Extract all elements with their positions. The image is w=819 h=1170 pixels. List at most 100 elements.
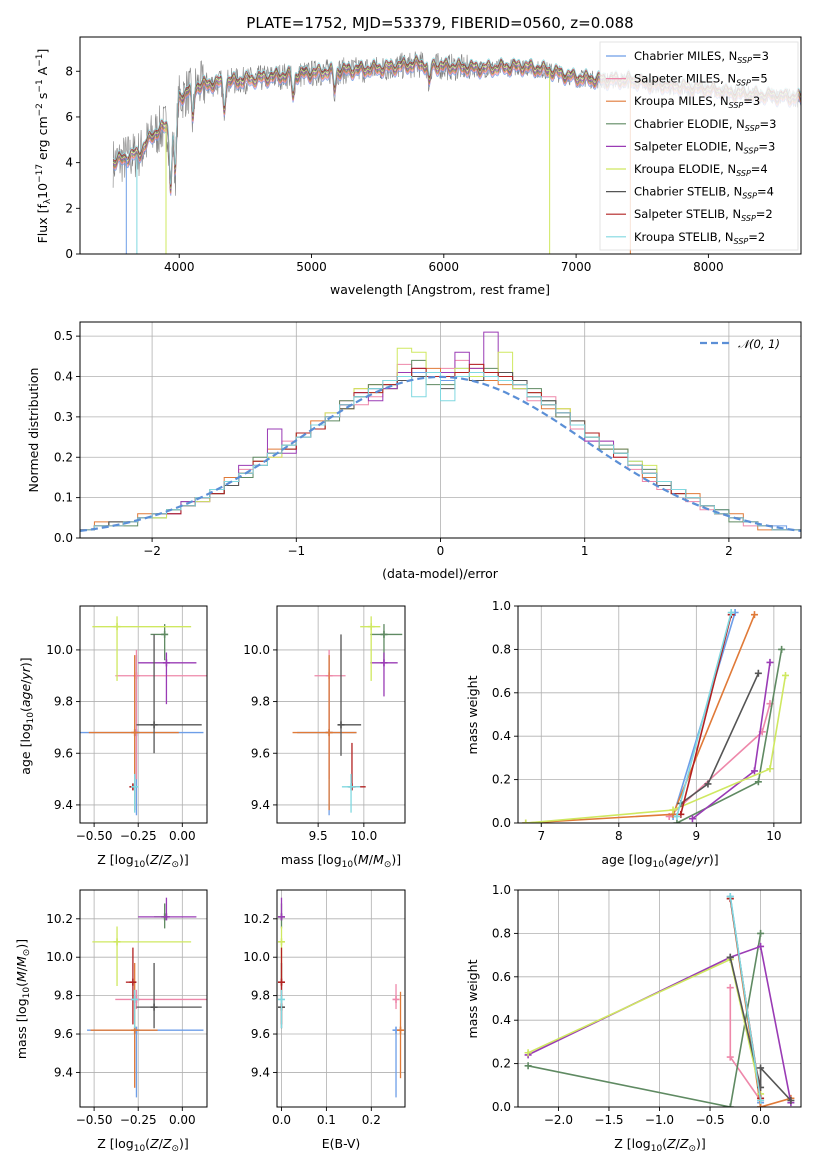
data-point — [325, 729, 333, 737]
legend-subscript: SSP — [729, 101, 744, 110]
weight-point — [727, 609, 735, 617]
y-tick-label: 0.5 — [54, 329, 73, 343]
spectrum-title: PLATE=1752, MJD=53379, FIBERID=0560, z=0… — [246, 14, 633, 32]
weight-age-xlabel: age [log10(age/yr)] — [601, 852, 718, 870]
weight-point — [787, 1096, 795, 1104]
axes-frame — [79, 889, 208, 1108]
weight-series — [525, 675, 787, 823]
y-tick-label: 10.0 — [46, 950, 73, 964]
legend-label: Kroupa ELODIE, NSSP=4 — [634, 162, 768, 178]
legend-value: =4 — [751, 162, 768, 176]
y-tick-label: 1.0 — [492, 883, 511, 897]
data-point — [129, 978, 137, 986]
x-tick-label: 5000 — [296, 260, 327, 274]
y-tick-label: 1.0 — [492, 599, 511, 613]
x-tick-label: −0.25 — [120, 829, 157, 843]
plot-area — [80, 616, 207, 816]
y-tick-label: 10.2 — [243, 912, 270, 926]
weight-point — [726, 984, 734, 992]
weight-point — [757, 929, 765, 937]
legend-subscript: SSP — [736, 169, 751, 178]
data-point — [162, 913, 170, 921]
data-point — [131, 729, 139, 737]
axes-frame — [276, 889, 406, 1108]
axes-frame — [276, 605, 406, 824]
legend-value: =3 — [758, 139, 775, 153]
weight-point — [757, 1064, 765, 1072]
legend-subscript: SSP — [745, 124, 760, 133]
x-tick-label: −2.0 — [544, 1113, 573, 1127]
x-tick-label: 7 — [537, 829, 545, 843]
y-tick-label: 0.8 — [492, 926, 511, 940]
axes-frame — [79, 36, 802, 255]
x-tick-label: 10 — [766, 829, 781, 843]
x-tick-label: 9 — [693, 829, 701, 843]
x-tick-label: −1.5 — [594, 1113, 623, 1127]
y-tick-label: 9.8 — [251, 695, 270, 709]
x-tick-label: 0.1 — [317, 1113, 336, 1127]
plot-area — [277, 897, 405, 1098]
normal-distribution-curve — [80, 375, 801, 532]
legend-subscript: SSP — [737, 56, 752, 65]
mass-ebv-xlabel: E(B-V) — [322, 1136, 361, 1151]
y-tick-label: 0 — [65, 247, 73, 261]
age-mass-xlabel: mass [log10(M/M⊙)] — [281, 852, 401, 870]
x-tick-label: 0.00 — [169, 1113, 196, 1127]
mass-vs-ebv-plot: 0.0 0.1 0.2 9.4 9.6 9.8 10.0 10.2 — [243, 889, 406, 1127]
y-tick-label: 0.2 — [54, 450, 73, 464]
x-tick-label: 0.00 — [169, 829, 196, 843]
x-tick-label: 6000 — [429, 260, 460, 274]
y-tick-label: 9.8 — [54, 989, 73, 1003]
legend-value: =4 — [757, 185, 774, 199]
weight-age-ylabel: mass weight — [465, 675, 480, 754]
x-tick-label: 8000 — [693, 260, 724, 274]
weight-series — [676, 612, 732, 817]
data-point — [131, 783, 139, 791]
data-point — [380, 659, 388, 667]
legend-label: Salpeter MILES, NSSP=5 — [634, 72, 768, 88]
data-point — [367, 623, 375, 631]
x-tick-label: 0.2 — [362, 1113, 381, 1127]
y-tick-label: 0.2 — [492, 773, 511, 787]
residuals-plot: −2 −1 0 1 2 0.0 0.1 0.2 0.3 0.4 0.5 𝒩(0, 1) — [54, 321, 802, 558]
legend-value: =2 — [756, 207, 773, 221]
y-tick-label: 9.4 — [251, 798, 270, 812]
y-tick-label: 9.8 — [251, 989, 270, 1003]
weight-point — [750, 611, 758, 619]
y-tick-label: 0.0 — [54, 531, 73, 545]
data-point — [277, 995, 285, 1003]
weight-point — [673, 819, 681, 823]
weight-point — [766, 658, 774, 666]
x-tick-label: 2 — [725, 544, 733, 558]
data-point — [277, 913, 285, 921]
weight-point — [688, 815, 696, 823]
x-tick-label: 4000 — [164, 260, 195, 274]
legend-label: Chabrier ELODIE, NSSP=3 — [634, 117, 776, 133]
data-point — [347, 783, 355, 791]
y-tick-label: 0.6 — [492, 970, 511, 984]
age-vs-metallicity-plot: −0.50 −0.25 0.00 9.4 9.6 9.8 10.0 — [46, 605, 208, 843]
x-tick-label: −1.0 — [645, 1113, 674, 1127]
legend-label: Salpeter STELIB, NSSP=2 — [634, 207, 773, 223]
weight-vs-metallicity-plot: −2.0 −1.5 −1.0 −0.5 0.0 0.0 0.2 0.4 0.6 0.8 1.0 — [492, 883, 802, 1127]
y-tick-label: 0.4 — [54, 370, 73, 384]
x-tick-label: 1 — [581, 544, 589, 558]
y-tick-label: 10.0 — [243, 950, 270, 964]
plot-area — [87, 897, 207, 1098]
y-tick-label: 0.4 — [492, 1013, 511, 1027]
residuals-xlabel: (data-model)/error — [382, 566, 499, 581]
weight-point — [726, 953, 734, 961]
y-tick-label: 2 — [65, 201, 73, 215]
legend-label: Chabrier MILES, NSSP=3 — [634, 49, 769, 65]
axes-frame — [517, 605, 802, 824]
weight-point — [781, 671, 789, 679]
data-point — [161, 630, 169, 638]
weight-z-xlabel: Z [log10(Z/Z⊙)] — [614, 1136, 706, 1154]
x-tick-label: −1 — [287, 544, 305, 558]
x-tick-label: 0.0 — [272, 1113, 291, 1127]
legend-value: =3 — [752, 49, 769, 63]
y-tick-label: 0.4 — [492, 729, 511, 743]
weight-point — [766, 765, 774, 773]
legend-value: =3 — [743, 94, 760, 108]
